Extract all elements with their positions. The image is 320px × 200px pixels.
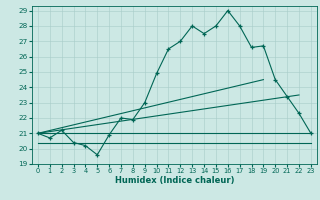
X-axis label: Humidex (Indice chaleur): Humidex (Indice chaleur)	[115, 176, 234, 185]
